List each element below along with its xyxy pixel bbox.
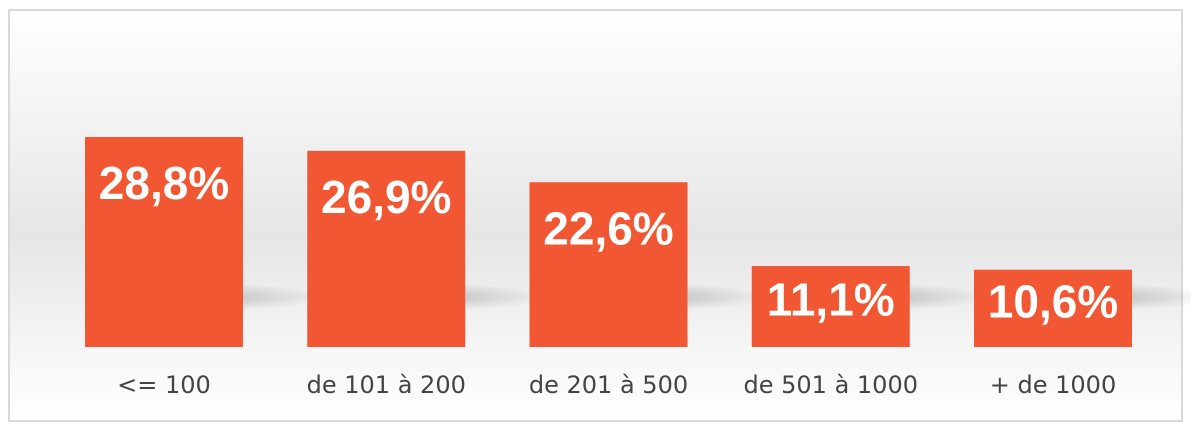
bar [974,269,1132,347]
bar [85,137,243,347]
bar [751,266,910,347]
value-label: 11,1% [767,274,895,326]
bar [307,150,466,347]
category-label: de 101 à 200 [307,371,466,399]
value-label: 26,9% [321,171,451,223]
category-label: <= 100 [117,371,211,399]
category-label: de 501 à 1000 [744,371,918,399]
value-label: 22,6% [543,202,673,254]
value-label: 28,8% [99,157,229,209]
value-label: 10,6% [988,276,1118,328]
category-label: de 201 à 500 [529,371,688,399]
bar [529,182,688,347]
category-label: + de 1000 [990,371,1116,399]
